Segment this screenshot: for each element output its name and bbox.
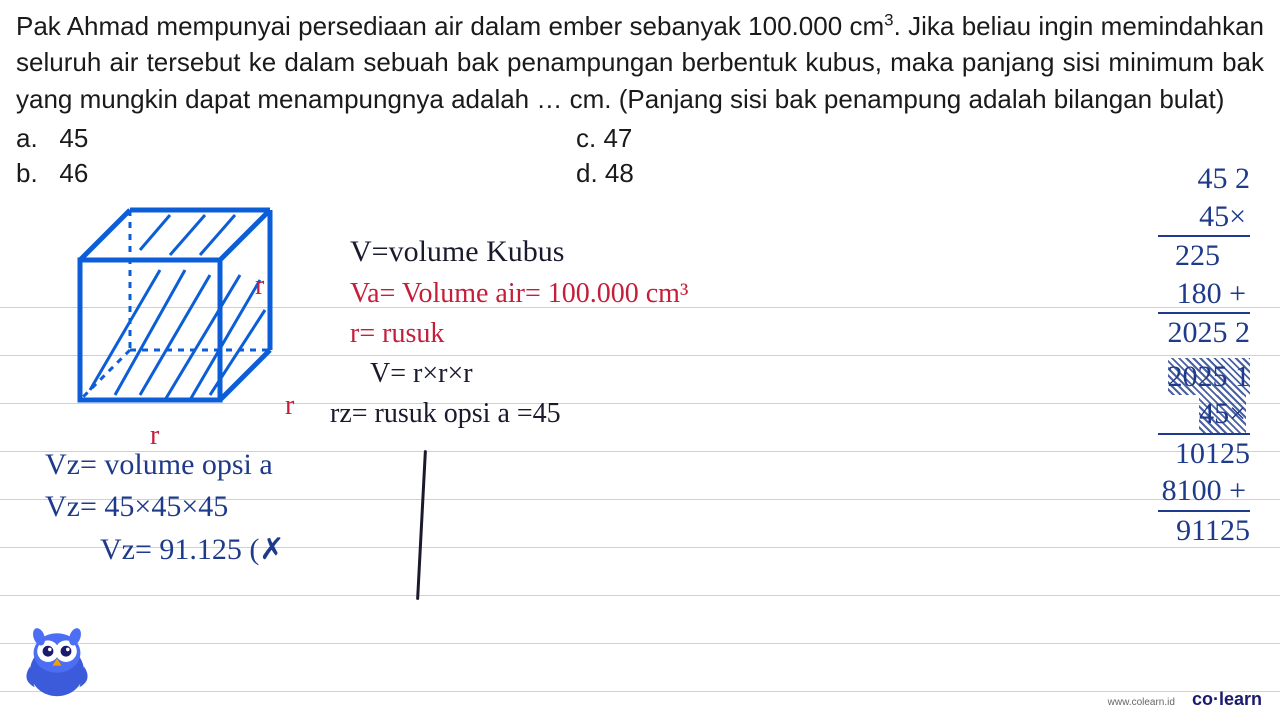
mult-line3: 10125: [1158, 435, 1250, 473]
mult-result1: 2025 2: [1158, 314, 1250, 352]
owl-mascot-icon: [12, 617, 102, 712]
branding: www.colearn.id co·learn: [1108, 689, 1262, 710]
option-b: b. 46: [16, 156, 576, 191]
eq-vformula: V= r×r×r: [370, 358, 473, 390]
q-sup: 3: [884, 10, 893, 29]
mult-scrib2: 45×: [1158, 395, 1250, 435]
options-left: a. 45 b. 46: [16, 121, 576, 191]
cube-r-side: r: [285, 390, 294, 422]
eq-r: r= rusuk: [350, 318, 444, 350]
mult-line2: 180 +: [1158, 275, 1250, 315]
branding-url: www.colearn.id: [1108, 697, 1175, 708]
eq-vz-calc: Vz= 45×45×45: [45, 490, 228, 524]
eq-v: V=volume Kubus: [350, 235, 564, 269]
mult-scrib1: 2025 1: [1158, 358, 1250, 396]
option-a: a. 45: [16, 121, 576, 156]
cube-r-top: r: [255, 270, 264, 302]
option-d: d. 48: [576, 156, 776, 191]
option-c: c. 47: [576, 121, 776, 156]
options: a. 45 b. 46 c. 47 d. 48: [0, 121, 1280, 191]
eq-vz-label: Vz= volume opsi a: [45, 448, 273, 482]
mult-result2: 91125: [1158, 512, 1250, 550]
eq-rz: rz= rusuk opsi a =45: [330, 398, 561, 430]
multiplication-work: 45 2 45× 225 180 + 2025 2 2025 1 45× 101…: [1158, 160, 1250, 549]
mult-line1: 225: [1158, 237, 1250, 275]
mult-top2: 45×: [1158, 198, 1250, 238]
q-part1: Pak Ahmad mempunyai persediaan air dalam…: [16, 11, 884, 41]
question-text: Pak Ahmad mempunyai persediaan air dalam…: [0, 0, 1280, 121]
branding-name2: ·learn: [1213, 689, 1262, 709]
branding-name1: co: [1192, 689, 1213, 709]
eq-va: Va= Volume air= 100.000 cm³: [350, 278, 688, 310]
eq-vz-result: Vz= 91.125 (✗: [100, 532, 285, 567]
options-right: c. 47 d. 48: [576, 121, 776, 191]
mult-line4: 8100 +: [1158, 472, 1250, 512]
mult-top1: 45 2: [1158, 160, 1250, 198]
